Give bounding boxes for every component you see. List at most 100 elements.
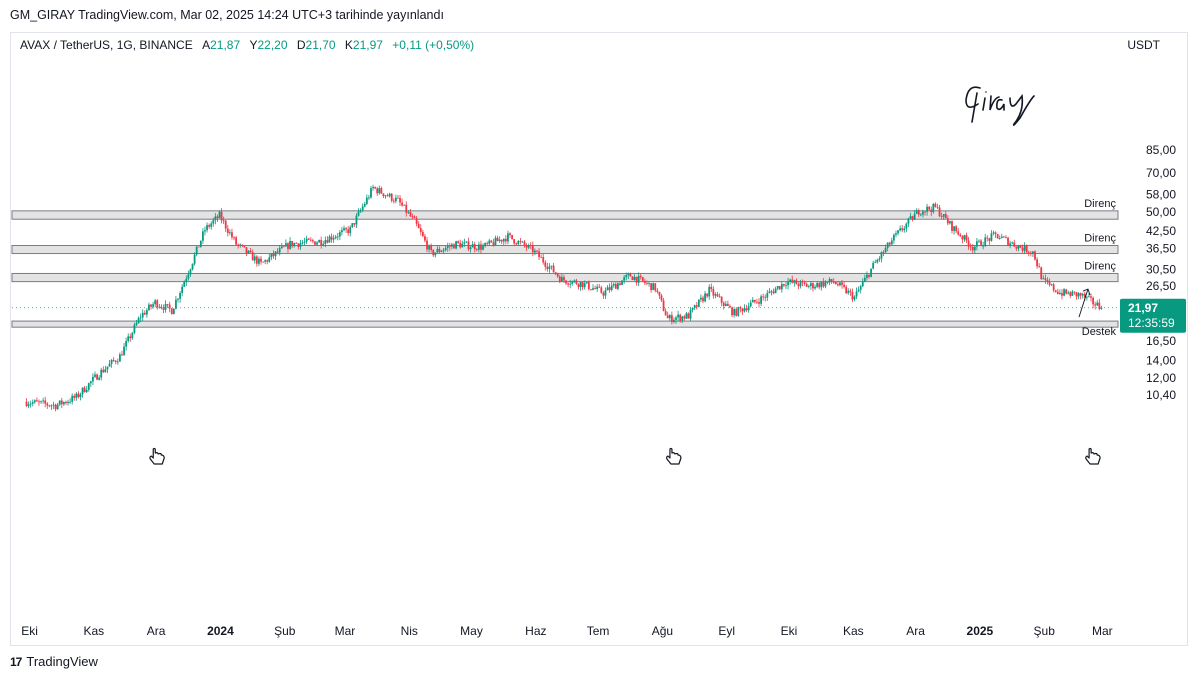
candle-body bbox=[357, 211, 360, 216]
candle-body bbox=[208, 225, 211, 227]
y-tick-label: 85,00 bbox=[1146, 143, 1176, 157]
candle-body bbox=[345, 228, 347, 230]
candle-body bbox=[202, 231, 204, 241]
candle-body bbox=[311, 240, 314, 242]
candle-body bbox=[863, 277, 866, 282]
zone-0[interactable] bbox=[11, 210, 1119, 220]
candle-body bbox=[1013, 242, 1016, 247]
candle-body bbox=[785, 285, 787, 287]
candle-body bbox=[1007, 237, 1009, 246]
candle-body bbox=[210, 223, 213, 227]
x-tick-label: Eki bbox=[781, 624, 798, 638]
candle-body bbox=[197, 246, 200, 248]
candle-body bbox=[75, 393, 78, 398]
candle-body bbox=[133, 324, 136, 333]
pointing-hand-icon[interactable] bbox=[149, 447, 165, 465]
tradingview-footer[interactable]: 17 TradingView bbox=[10, 654, 98, 669]
candle-body bbox=[79, 394, 82, 398]
candle-body bbox=[258, 258, 260, 264]
x-tick-label: May bbox=[460, 624, 483, 638]
candle-body bbox=[1044, 278, 1047, 280]
candle-body bbox=[569, 283, 572, 285]
zone-1[interactable] bbox=[11, 245, 1119, 255]
candle-body bbox=[857, 289, 860, 292]
candle-body bbox=[226, 228, 229, 234]
candle-body bbox=[828, 279, 831, 283]
symbol-name[interactable]: AVAX / TetherUS, 1G, BINANCE bbox=[20, 38, 193, 52]
zone-3[interactable] bbox=[11, 320, 1119, 328]
candle-body bbox=[401, 202, 404, 206]
candle-body bbox=[274, 251, 277, 257]
candle-body bbox=[33, 400, 36, 403]
candle-body bbox=[525, 245, 528, 248]
candle-body bbox=[984, 237, 987, 246]
candle-body bbox=[531, 245, 534, 253]
candle-body bbox=[114, 360, 117, 362]
candle-body bbox=[955, 226, 958, 232]
candle-body bbox=[600, 287, 603, 293]
candle-body bbox=[986, 237, 989, 239]
x-tick-label: Ara bbox=[147, 624, 166, 638]
projection-arrow[interactable] bbox=[1078, 288, 1091, 318]
candle-body bbox=[268, 257, 271, 262]
candle-body bbox=[596, 286, 599, 290]
candle-body bbox=[89, 381, 92, 384]
candle-body bbox=[1011, 242, 1014, 244]
candle-body bbox=[419, 228, 422, 232]
y-tick-label: 36,50 bbox=[1146, 242, 1176, 256]
pointing-hand-icon[interactable] bbox=[1085, 447, 1101, 465]
candle-body bbox=[573, 280, 576, 282]
candle-body bbox=[204, 230, 206, 232]
candle-body bbox=[1061, 292, 1063, 296]
candle-body bbox=[500, 239, 503, 242]
candle-body bbox=[556, 273, 559, 277]
candle-body bbox=[587, 282, 590, 290]
candle-body bbox=[689, 309, 692, 319]
candle-body bbox=[394, 197, 397, 202]
candle-body bbox=[83, 387, 86, 393]
candle-body bbox=[1000, 236, 1003, 239]
candle-body bbox=[911, 216, 914, 220]
candle-body bbox=[942, 214, 945, 217]
candle-body bbox=[963, 235, 966, 240]
candle-body bbox=[565, 280, 567, 284]
candle-body bbox=[239, 244, 242, 246]
candle-body bbox=[909, 216, 912, 219]
candle-body bbox=[158, 306, 161, 308]
candle-body bbox=[1034, 251, 1036, 260]
candle-body bbox=[397, 197, 399, 199]
candle-body bbox=[830, 279, 833, 283]
candle-body bbox=[836, 284, 839, 286]
candle-body bbox=[376, 188, 379, 194]
candle-body bbox=[575, 280, 578, 285]
candle-body bbox=[303, 241, 306, 243]
candle-body bbox=[1005, 236, 1007, 238]
candle-body bbox=[399, 197, 401, 203]
candle-body bbox=[336, 236, 339, 238]
candle-body bbox=[351, 223, 354, 228]
zone-2[interactable] bbox=[11, 272, 1119, 283]
candle-body bbox=[1027, 252, 1030, 254]
pointing-hand-icon[interactable] bbox=[666, 447, 682, 465]
candle-body bbox=[1081, 293, 1084, 296]
candle-body bbox=[776, 286, 779, 289]
candle-body bbox=[260, 258, 262, 262]
candle-body bbox=[131, 332, 134, 339]
candle-body bbox=[670, 315, 673, 323]
candle-body bbox=[1019, 245, 1022, 248]
candle-body bbox=[1090, 296, 1092, 298]
candle-body bbox=[480, 244, 482, 250]
candle-body bbox=[1036, 259, 1038, 267]
candle-body bbox=[552, 265, 555, 273]
candle-body bbox=[915, 210, 918, 214]
candle-body bbox=[160, 306, 163, 308]
x-tick-label: Eki bbox=[21, 624, 38, 638]
price-tag[interactable] bbox=[1120, 298, 1186, 333]
candle-body bbox=[193, 254, 196, 264]
currency-label[interactable]: USDT bbox=[1127, 38, 1160, 52]
candle-body bbox=[145, 310, 148, 315]
low-label: D bbox=[296, 38, 306, 52]
x-tick-label: Kas bbox=[84, 624, 105, 638]
candle-body bbox=[206, 225, 208, 231]
